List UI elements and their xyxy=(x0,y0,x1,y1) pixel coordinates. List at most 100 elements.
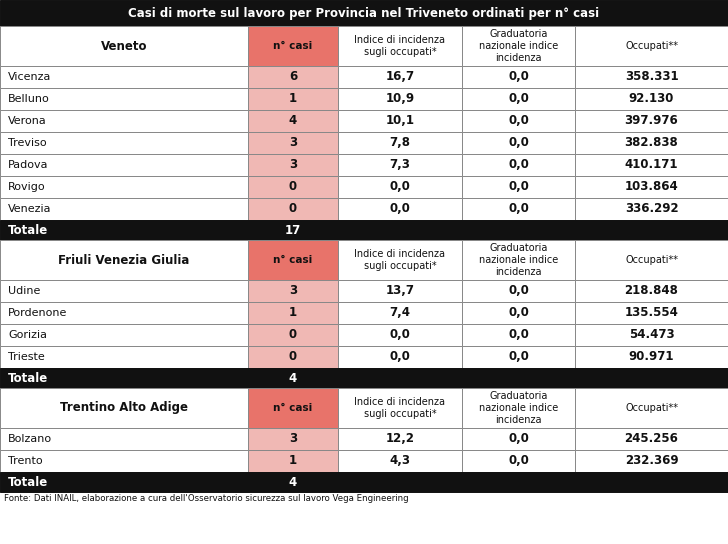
Bar xyxy=(0,450,248,472)
Bar xyxy=(462,324,575,346)
Bar xyxy=(338,176,462,198)
Text: Occupati**: Occupati** xyxy=(625,41,678,51)
Bar xyxy=(0,154,248,176)
Bar xyxy=(248,176,338,198)
Text: 0,0: 0,0 xyxy=(389,181,411,194)
Text: Trento: Trento xyxy=(8,456,43,466)
Text: 17: 17 xyxy=(285,224,301,237)
Bar xyxy=(248,88,338,110)
Bar xyxy=(0,198,248,220)
Text: 0: 0 xyxy=(289,202,297,215)
Bar xyxy=(0,0,728,26)
Bar xyxy=(0,26,248,66)
Bar xyxy=(338,26,462,66)
Text: 0,0: 0,0 xyxy=(508,432,529,446)
Text: 0,0: 0,0 xyxy=(508,114,529,127)
Bar xyxy=(575,428,728,450)
Bar xyxy=(0,368,728,388)
Text: 54.473: 54.473 xyxy=(629,329,674,342)
Bar xyxy=(0,280,248,302)
Text: Friuli Venezia Giulia: Friuli Venezia Giulia xyxy=(58,254,190,267)
Text: Rovigo: Rovigo xyxy=(8,182,46,192)
Text: 135.554: 135.554 xyxy=(625,306,678,319)
Bar xyxy=(575,388,728,428)
Text: 0,0: 0,0 xyxy=(508,137,529,150)
Text: 0,0: 0,0 xyxy=(508,202,529,215)
Text: Trentino Alto Adige: Trentino Alto Adige xyxy=(60,401,188,415)
Text: 218.848: 218.848 xyxy=(625,285,678,298)
Bar xyxy=(575,302,728,324)
Bar xyxy=(462,240,575,280)
Text: 0: 0 xyxy=(289,181,297,194)
Text: Belluno: Belluno xyxy=(8,94,50,104)
Bar xyxy=(248,280,338,302)
Bar xyxy=(338,154,462,176)
Bar xyxy=(0,88,248,110)
Bar xyxy=(575,110,728,132)
Bar xyxy=(575,240,728,280)
Text: 7,3: 7,3 xyxy=(389,158,411,171)
Bar xyxy=(338,132,462,154)
Bar xyxy=(248,346,338,368)
Bar xyxy=(0,240,248,280)
Text: Pordenone: Pordenone xyxy=(8,308,68,318)
Text: 103.864: 103.864 xyxy=(625,181,678,194)
Bar xyxy=(575,66,728,88)
Text: Graduatoria
nazionale indice
incidenza: Graduatoria nazionale indice incidenza xyxy=(479,243,558,276)
Text: Verona: Verona xyxy=(8,116,47,126)
Bar xyxy=(248,428,338,450)
Text: 4: 4 xyxy=(289,475,297,489)
Text: Veneto: Veneto xyxy=(100,40,147,53)
Bar xyxy=(248,66,338,88)
Text: 1: 1 xyxy=(289,306,297,319)
Text: Bolzano: Bolzano xyxy=(8,434,52,444)
Bar xyxy=(338,302,462,324)
Bar xyxy=(248,240,338,280)
Text: 0,0: 0,0 xyxy=(508,285,529,298)
Bar xyxy=(462,176,575,198)
Text: 410.171: 410.171 xyxy=(625,158,678,171)
Text: 0,0: 0,0 xyxy=(508,350,529,363)
Text: Indice di incidenza
sugli occupati*: Indice di incidenza sugli occupati* xyxy=(355,35,446,57)
Bar xyxy=(575,198,728,220)
Bar xyxy=(248,324,338,346)
Text: 4,3: 4,3 xyxy=(389,454,411,467)
Text: 0,0: 0,0 xyxy=(389,350,411,363)
Text: 358.331: 358.331 xyxy=(625,71,678,83)
Bar xyxy=(248,302,338,324)
Text: Indice di incidenza
sugli occupati*: Indice di incidenza sugli occupati* xyxy=(355,397,446,419)
Text: 6: 6 xyxy=(289,71,297,83)
Text: 1: 1 xyxy=(289,92,297,106)
Bar xyxy=(0,66,248,88)
Text: 245.256: 245.256 xyxy=(625,432,678,446)
Bar xyxy=(575,324,728,346)
Bar xyxy=(0,132,248,154)
Text: n° casi: n° casi xyxy=(274,403,312,413)
Bar xyxy=(462,66,575,88)
Text: 0,0: 0,0 xyxy=(508,306,529,319)
Text: Totale: Totale xyxy=(8,224,48,237)
Bar xyxy=(575,88,728,110)
Bar xyxy=(248,110,338,132)
Text: 92.130: 92.130 xyxy=(629,92,674,106)
Text: 0,0: 0,0 xyxy=(508,329,529,342)
Bar xyxy=(248,388,338,428)
Text: 3: 3 xyxy=(289,158,297,171)
Text: 4: 4 xyxy=(289,114,297,127)
Text: Treviso: Treviso xyxy=(8,138,47,148)
Text: 336.292: 336.292 xyxy=(625,202,678,215)
Text: 0,0: 0,0 xyxy=(508,158,529,171)
Text: 3: 3 xyxy=(289,137,297,150)
Bar xyxy=(248,154,338,176)
Bar xyxy=(0,346,248,368)
Bar xyxy=(575,176,728,198)
Bar xyxy=(248,450,338,472)
Bar xyxy=(575,26,728,66)
Bar xyxy=(248,26,338,66)
Bar xyxy=(462,132,575,154)
Bar xyxy=(338,388,462,428)
Text: 7,8: 7,8 xyxy=(389,137,411,150)
Text: 12,2: 12,2 xyxy=(386,432,414,446)
Text: 397.976: 397.976 xyxy=(625,114,678,127)
Bar xyxy=(338,110,462,132)
